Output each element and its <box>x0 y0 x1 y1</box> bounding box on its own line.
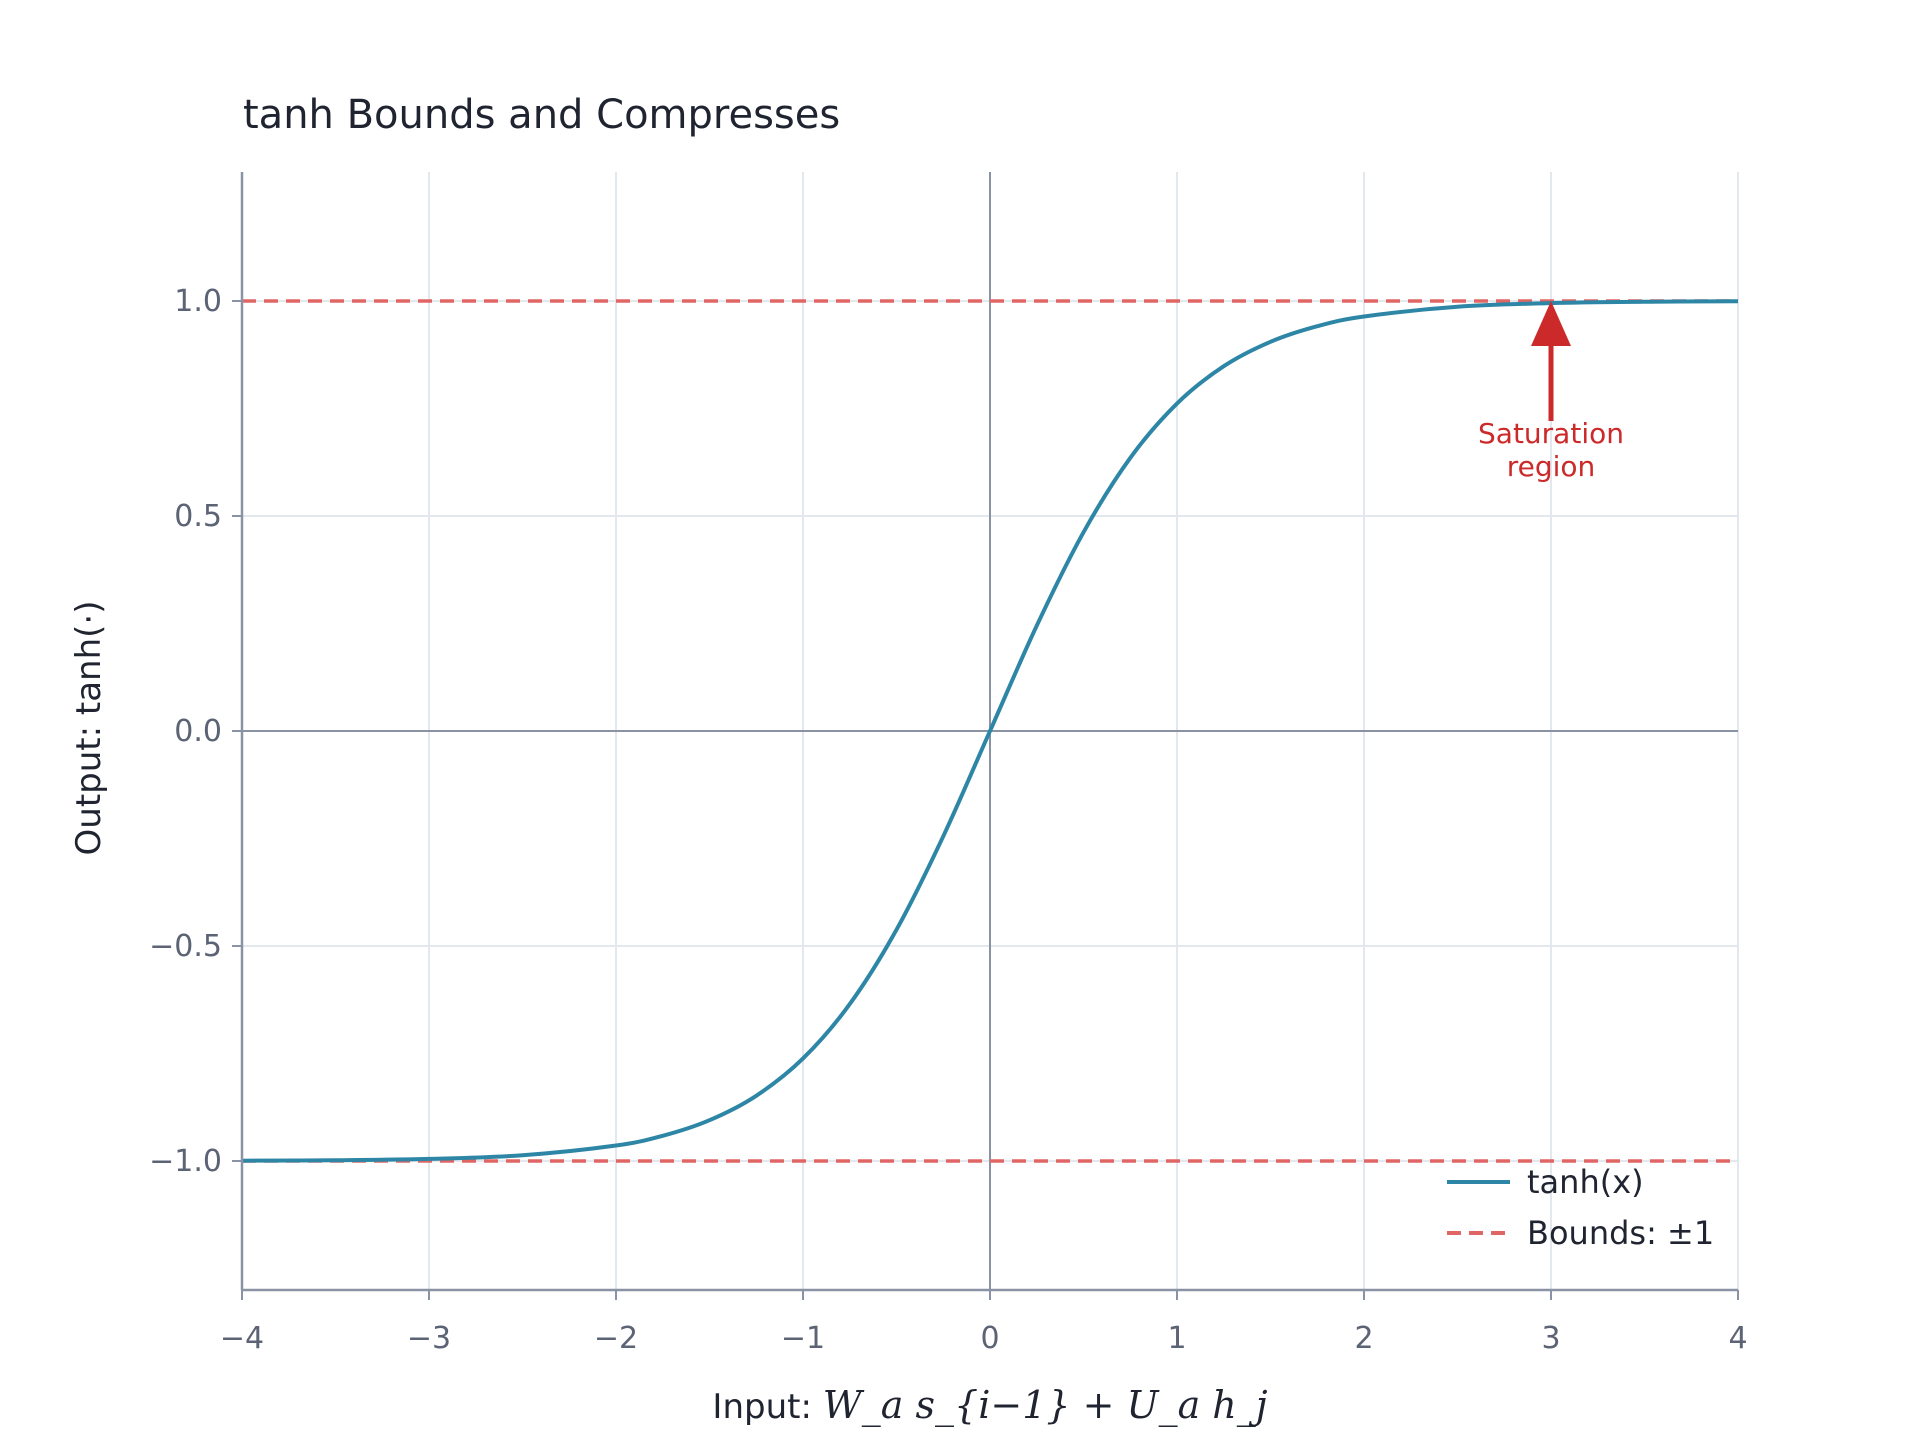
annotation-text-line-0: Saturation <box>1478 417 1624 450</box>
bounds-lines <box>242 299 1738 1163</box>
x-axis-label: Input: W_a s_{i−1} + U_a h_j <box>712 1383 1267 1428</box>
series-line-tanh <box>241 299 1739 1163</box>
x-ticks: −4 −3 −2 −1 0 1 2 3 4 <box>220 1290 1748 1356</box>
legend-label-tanh: tanh(x) <box>1527 1163 1644 1201</box>
y-tick-label-0: −1.0 <box>149 1144 222 1179</box>
legend: tanh(x) Bounds: ±1 <box>1447 1163 1714 1252</box>
x-tick-label-5: 1 <box>1167 1321 1186 1356</box>
x-tick-label-6: 2 <box>1354 1321 1373 1356</box>
y-tick-label-3: 0.5 <box>174 499 222 534</box>
x-tick-label-0: −4 <box>220 1321 264 1356</box>
chart-title: tanh Bounds and Compresses <box>243 92 840 138</box>
y-axis-label: Output: tanh(·) <box>69 601 109 856</box>
series-group <box>241 299 1739 1163</box>
y-tick-label-1: −0.5 <box>149 929 222 964</box>
legend-label-bounds: Bounds: ±1 <box>1527 1214 1714 1252</box>
x-axis-label-prefix: Input: <box>712 1387 822 1427</box>
y-tick-label-4: 1.0 <box>174 284 222 319</box>
x-tick-label-4: 0 <box>980 1321 999 1356</box>
x-tick-label-3: −1 <box>781 1321 825 1356</box>
y-ticks: −1.0 −0.5 0.0 0.5 1.0 <box>149 284 242 1179</box>
x-tick-label-8: 4 <box>1728 1321 1747 1356</box>
x-tick-label-1: −3 <box>407 1321 451 1356</box>
x-axis-label-math: W_a s_{i−1} + U_a h_j <box>823 1383 1268 1428</box>
y-tick-label-2: 0.0 <box>174 714 222 749</box>
x-tick-label-2: −2 <box>594 1321 638 1356</box>
x-tick-label-7: 3 <box>1541 1321 1560 1356</box>
annotation-text-line-1: region <box>1507 450 1596 483</box>
